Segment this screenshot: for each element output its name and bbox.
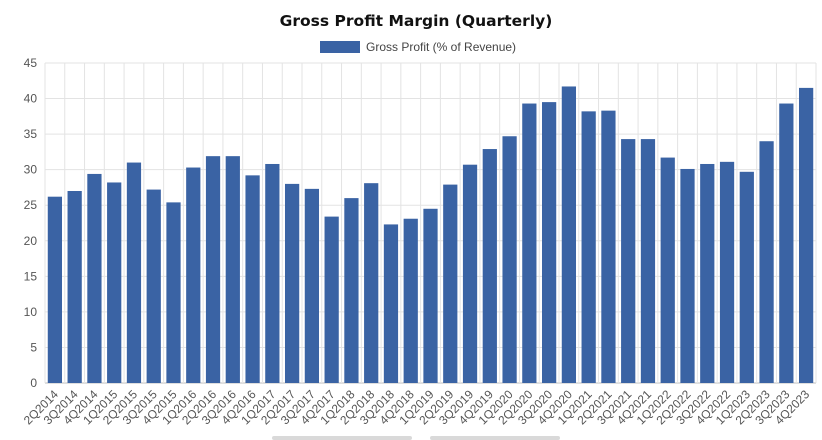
bar-2Q2014[interactable]	[47, 196, 63, 383]
bar-1Q2023[interactable]	[739, 171, 754, 383]
y-tick-label: 5	[30, 340, 37, 354]
bar-3Q2019[interactable]	[462, 164, 478, 383]
bar-3Q2014[interactable]	[67, 191, 82, 383]
bars	[47, 86, 814, 384]
bar-2Q2017[interactable]	[284, 183, 300, 383]
x-axis-ticks: 2Q20143Q20144Q20141Q20152Q20153Q20154Q20…	[21, 387, 813, 427]
y-tick-label: 35	[24, 127, 38, 141]
y-axis-ticks: 0 5 10 15 20 25 30 35 40 45	[24, 56, 38, 390]
bar-4Q2018[interactable]	[403, 218, 418, 383]
bar-4Q2020[interactable]	[561, 86, 577, 383]
bar-1Q2018[interactable]	[344, 198, 359, 383]
bar-4Q2015[interactable]	[166, 202, 181, 383]
bar-1Q2017[interactable]	[265, 163, 280, 383]
bar-3Q2021[interactable]	[621, 139, 636, 383]
chart-title: Gross Profit Margin (Quarterly)	[280, 12, 553, 30]
bar-3Q2018[interactable]	[383, 224, 399, 383]
y-tick-label: 25	[24, 198, 38, 212]
bar-2Q2015[interactable]	[126, 162, 142, 383]
bar-4Q2016[interactable]	[245, 175, 260, 383]
bar-3Q2017[interactable]	[304, 188, 320, 383]
bar-3Q2023[interactable]	[779, 103, 794, 384]
bar-2Q2023[interactable]	[759, 141, 774, 383]
bar-4Q2021[interactable]	[640, 139, 656, 383]
y-tick-label: 30	[24, 163, 38, 177]
bar-4Q2022[interactable]	[719, 161, 735, 383]
bar-3Q2020[interactable]	[541, 102, 557, 383]
y-tick-label: 45	[24, 56, 38, 70]
bar-2Q2016[interactable]	[205, 156, 221, 383]
y-tick-label: 40	[24, 92, 38, 106]
legend-swatch	[320, 41, 360, 53]
bar-3Q2022[interactable]	[700, 163, 715, 383]
bar-2Q2020[interactable]	[522, 103, 537, 384]
bar-1Q2015[interactable]	[107, 182, 122, 383]
bar-4Q2014[interactable]	[87, 173, 102, 383]
bar-4Q2019[interactable]	[482, 149, 497, 383]
y-tick-label: 20	[24, 234, 38, 248]
bar-2Q2019[interactable]	[443, 184, 458, 383]
legend-label: Gross Profit (% of Revenue)	[366, 40, 516, 54]
bar-2Q2022[interactable]	[680, 168, 695, 383]
y-tick-label: 10	[24, 305, 38, 319]
bar-4Q2017[interactable]	[324, 216, 339, 383]
horizontal-scrollbar-left[interactable]	[272, 436, 412, 440]
chart-legend[interactable]: Gross Profit (% of Revenue)	[320, 40, 516, 54]
bar-2Q2021[interactable]	[601, 110, 616, 384]
bar-1Q2020[interactable]	[502, 136, 517, 383]
horizontal-scrollbar-right[interactable]	[430, 436, 560, 440]
bar-1Q2022[interactable]	[660, 157, 675, 383]
bar-4Q2023[interactable]	[798, 87, 814, 383]
bar-1Q2019[interactable]	[423, 208, 438, 383]
bar-1Q2021[interactable]	[581, 111, 596, 383]
y-tick-label: 15	[24, 269, 38, 283]
bar-1Q2016[interactable]	[186, 167, 201, 383]
y-tick-label: 0	[30, 376, 37, 390]
bar-3Q2016[interactable]	[225, 156, 240, 383]
bar-3Q2015[interactable]	[146, 189, 161, 383]
bar-2Q2018[interactable]	[364, 183, 379, 383]
